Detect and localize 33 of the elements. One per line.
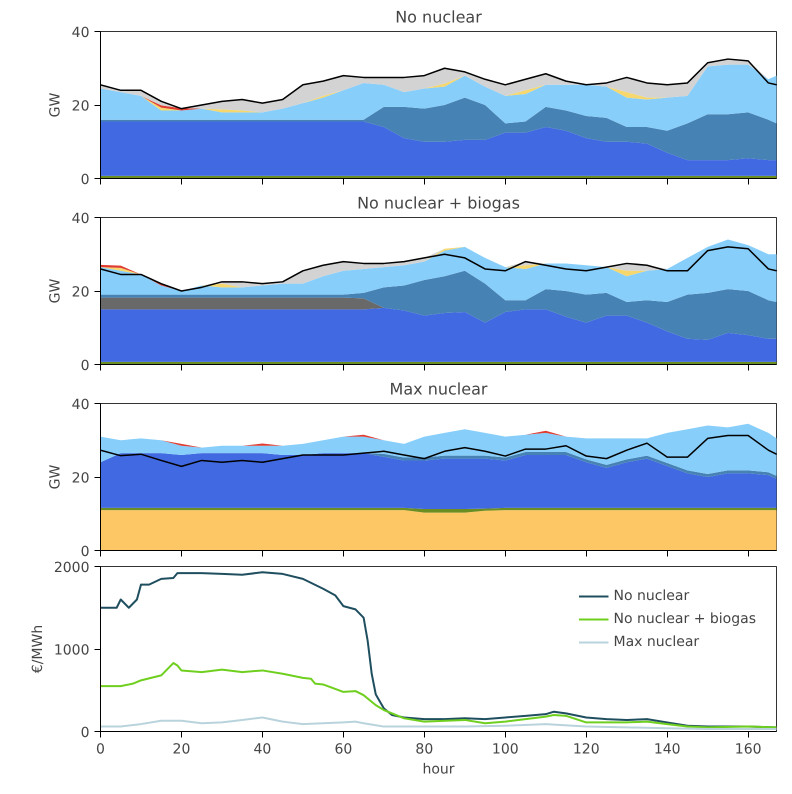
y-axis-title: GW (48, 464, 64, 490)
x-tick-label: 140 (654, 742, 681, 758)
x-tick-label: 100 (492, 742, 519, 758)
legend-label: No nuclear + biogas (613, 611, 756, 627)
y-tick-label: 40 (72, 397, 90, 413)
x-tick-label: 80 (415, 742, 434, 758)
y-tick-label: 0 (80, 544, 90, 560)
legend-label: Max nuclear (613, 634, 700, 650)
y-tick-label: 0 (80, 172, 90, 188)
x-tick-label: 60 (334, 742, 352, 758)
y-tick-label: 40 (72, 25, 90, 41)
y-tick-label: 20 (72, 470, 90, 486)
line-series (100, 662, 776, 728)
y-tick-label: 0 (80, 358, 90, 374)
y-tick-label: 20 (72, 284, 90, 300)
x-tick-label: 20 (172, 742, 190, 758)
y-axis-title: €/MWh (30, 624, 46, 674)
y-tick-label: 20 (72, 98, 90, 114)
y-tick-label: 0 (80, 725, 90, 741)
y-axis-title: GW (48, 92, 64, 118)
legend-label: No nuclear (613, 588, 690, 604)
x-tick-label: 40 (254, 742, 272, 758)
y-tick-label: 40 (72, 211, 90, 227)
chart-title: Max nuclear (390, 380, 488, 398)
x-tick-label: 120 (572, 742, 600, 758)
chart-title: No nuclear + biogas (357, 194, 520, 212)
y-tick-label: 2000 (54, 560, 90, 576)
y-axis-title: GW (48, 278, 64, 304)
x-axis-title: hour (422, 762, 455, 778)
chart-title: No nuclear (395, 8, 482, 26)
x-tick-label: 0 (96, 742, 105, 758)
y-tick-label: 1000 (54, 642, 90, 658)
x-tick-label: 160 (734, 742, 762, 758)
